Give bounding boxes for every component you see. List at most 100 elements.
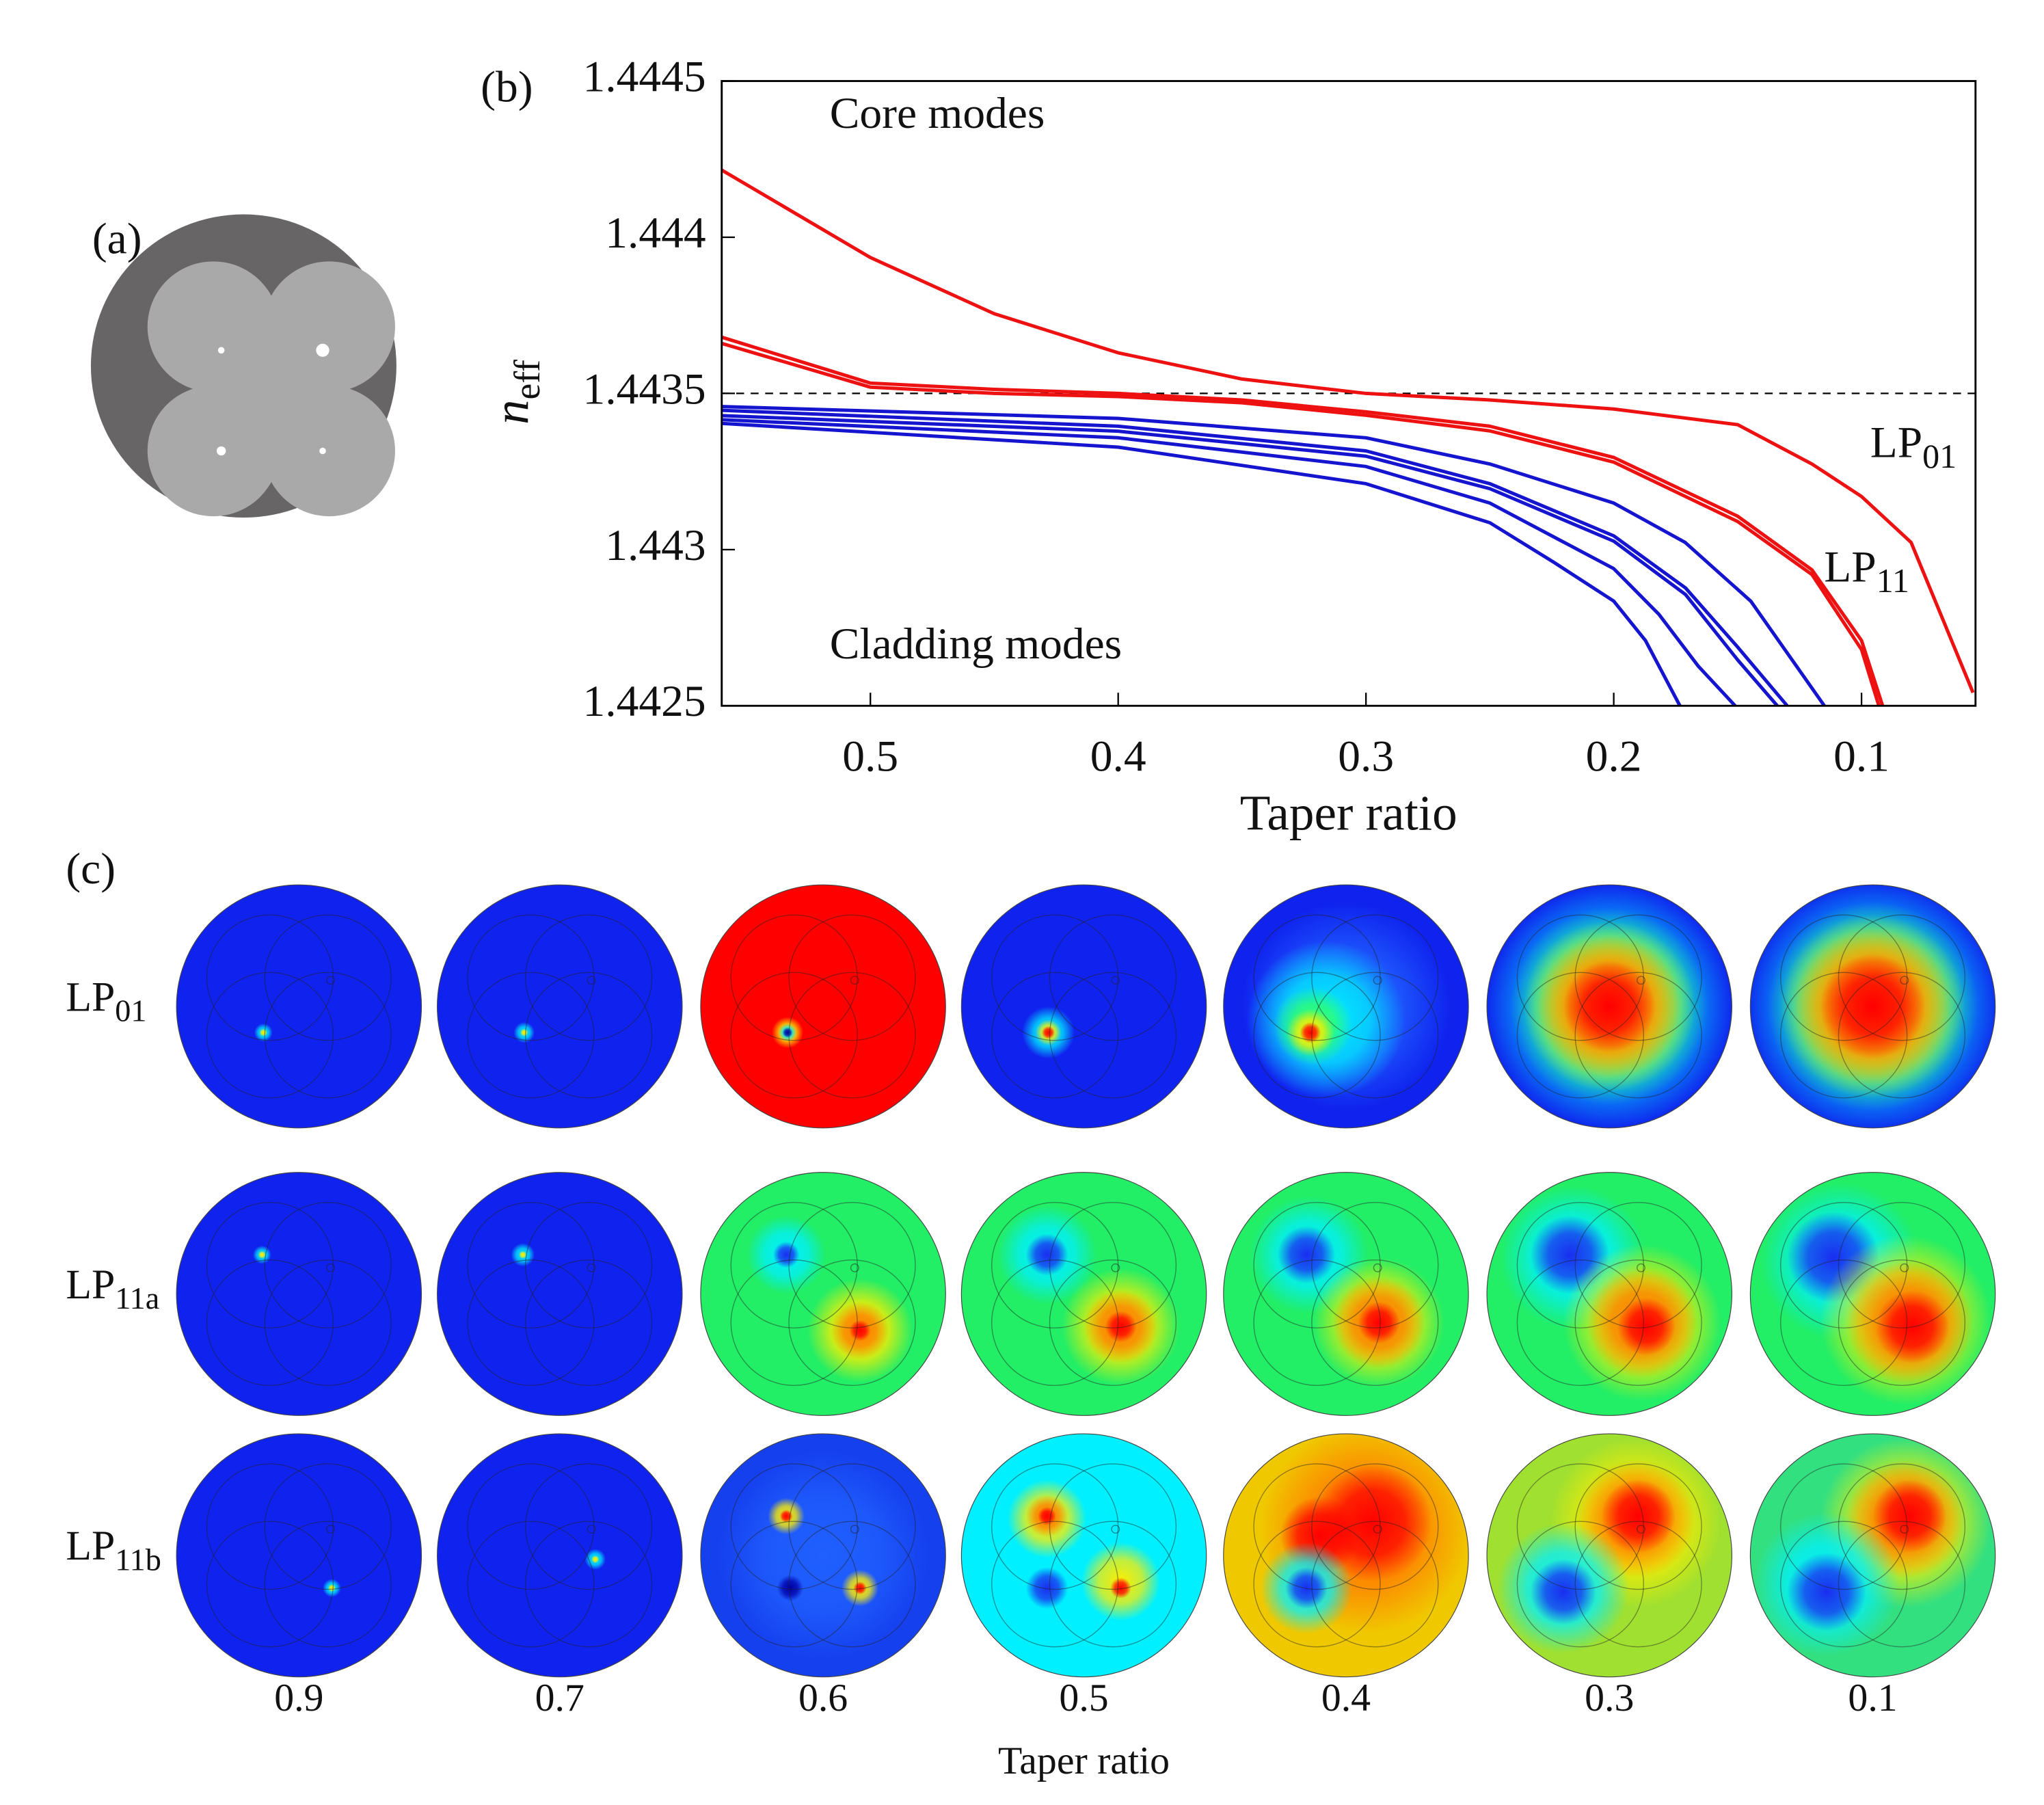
cores-region	[147, 261, 395, 517]
field-blob	[1110, 1577, 1131, 1599]
core-dot	[587, 1525, 596, 1534]
field-outline	[1486, 884, 1732, 1129]
row-label-sub: 11b	[115, 1542, 161, 1577]
core-dot	[1637, 1525, 1645, 1534]
field-blob	[258, 1251, 267, 1259]
field-background	[700, 885, 946, 1128]
core-outline	[1838, 1463, 1966, 1590]
core-outline	[1049, 1521, 1177, 1648]
core-dot	[850, 1263, 859, 1272]
mode-field	[700, 1172, 946, 1416]
core-outline	[788, 1463, 916, 1590]
core-outline	[206, 1521, 334, 1648]
field-blob	[327, 1583, 336, 1592]
core-outline	[1253, 1521, 1381, 1648]
core-outline	[1574, 1463, 1702, 1590]
row-label-main: LP	[66, 1261, 115, 1308]
mode-field	[1223, 1434, 1469, 1677]
annotation: Cladding modes	[830, 619, 1122, 669]
core-outline	[1049, 914, 1177, 1041]
core-outline	[264, 972, 392, 1099]
core-outline	[1838, 1521, 1966, 1648]
field-background	[176, 885, 422, 1128]
core-outline	[788, 1259, 916, 1387]
core-dot	[1637, 976, 1645, 985]
column-label: 0.1	[1848, 1676, 1897, 1720]
mode-field	[437, 1172, 682, 1416]
x-tick-label: 0.5	[842, 732, 898, 781]
mode-field	[1750, 1434, 1995, 1677]
field-background	[176, 1172, 422, 1416]
core-dot	[1373, 1525, 1382, 1534]
core-outline	[525, 1259, 653, 1387]
field-blob	[1563, 961, 1656, 1052]
row-label-sub: 11a	[115, 1281, 159, 1315]
column-label: 0.3	[1585, 1676, 1634, 1720]
row-label-main: LP	[66, 974, 115, 1021]
series-line	[721, 421, 1682, 706]
core-outline	[991, 1259, 1119, 1387]
field-blob	[717, 1450, 929, 1660]
field-outline	[437, 1433, 683, 1678]
core-dot	[326, 1263, 336, 1272]
core-outline	[1574, 914, 1702, 1041]
core-outline	[991, 972, 1119, 1099]
mode-field	[961, 1434, 1207, 1677]
x-tick-label: 0.4	[1090, 732, 1146, 781]
field-blob	[779, 1509, 793, 1523]
row-label: LP01	[66, 974, 146, 1028]
column-label: 0.5	[1059, 1676, 1108, 1720]
y-tick-label: 1.444	[605, 209, 705, 258]
field-outline	[700, 884, 946, 1129]
field-background	[176, 1434, 422, 1677]
field-outline	[960, 884, 1207, 1129]
fiber-cross-section	[90, 214, 396, 518]
core-outline	[1049, 1463, 1177, 1590]
mode-field	[437, 885, 682, 1128]
core-outline	[1049, 972, 1177, 1099]
field-outline	[1223, 884, 1469, 1129]
y-axis-label-sub: eff	[507, 360, 548, 400]
core-outline	[264, 1202, 392, 1328]
series-line	[721, 418, 1737, 706]
y-tick-label: 1.443	[605, 521, 705, 570]
field-blob	[853, 1581, 867, 1595]
core-outline	[1311, 1202, 1439, 1328]
core-dot	[1373, 1263, 1382, 1272]
series-line	[721, 414, 1779, 706]
core-outline	[264, 1463, 392, 1590]
field-blob	[1820, 954, 1926, 1059]
mode-field	[1487, 885, 1732, 1128]
core-outline	[1574, 1202, 1702, 1328]
mode-field	[176, 885, 422, 1128]
core-dot	[587, 976, 596, 985]
x-tick-label: 0.2	[1586, 732, 1642, 781]
series-line	[721, 341, 1881, 706]
lobe-fill	[211, 326, 332, 451]
column-label: 0.6	[798, 1676, 848, 1720]
field-background	[437, 1172, 682, 1416]
field-blob	[1530, 1559, 1596, 1625]
field-outline	[1223, 1172, 1469, 1416]
core-dot	[1111, 976, 1120, 985]
field-blob	[1358, 1302, 1400, 1344]
row-label: LP11a	[66, 1261, 159, 1315]
field-outline	[437, 1172, 683, 1416]
core-outline	[525, 914, 653, 1041]
core-outline	[991, 1521, 1119, 1648]
mode-field	[700, 885, 946, 1128]
core-dot	[1373, 976, 1382, 985]
core-outline	[206, 1259, 334, 1387]
core-outline	[730, 1259, 858, 1387]
row-label: LP11b	[66, 1523, 161, 1577]
core-outline	[1780, 1259, 1908, 1387]
curve-label: LP01	[1870, 418, 1957, 476]
mode-field	[176, 1172, 422, 1416]
core-outline	[788, 972, 916, 1099]
field-blob	[1105, 1311, 1137, 1343]
curve-label-main: LP	[1870, 418, 1922, 468]
core	[216, 446, 226, 456]
series-line	[721, 168, 1975, 694]
mode-field	[1223, 1172, 1469, 1416]
